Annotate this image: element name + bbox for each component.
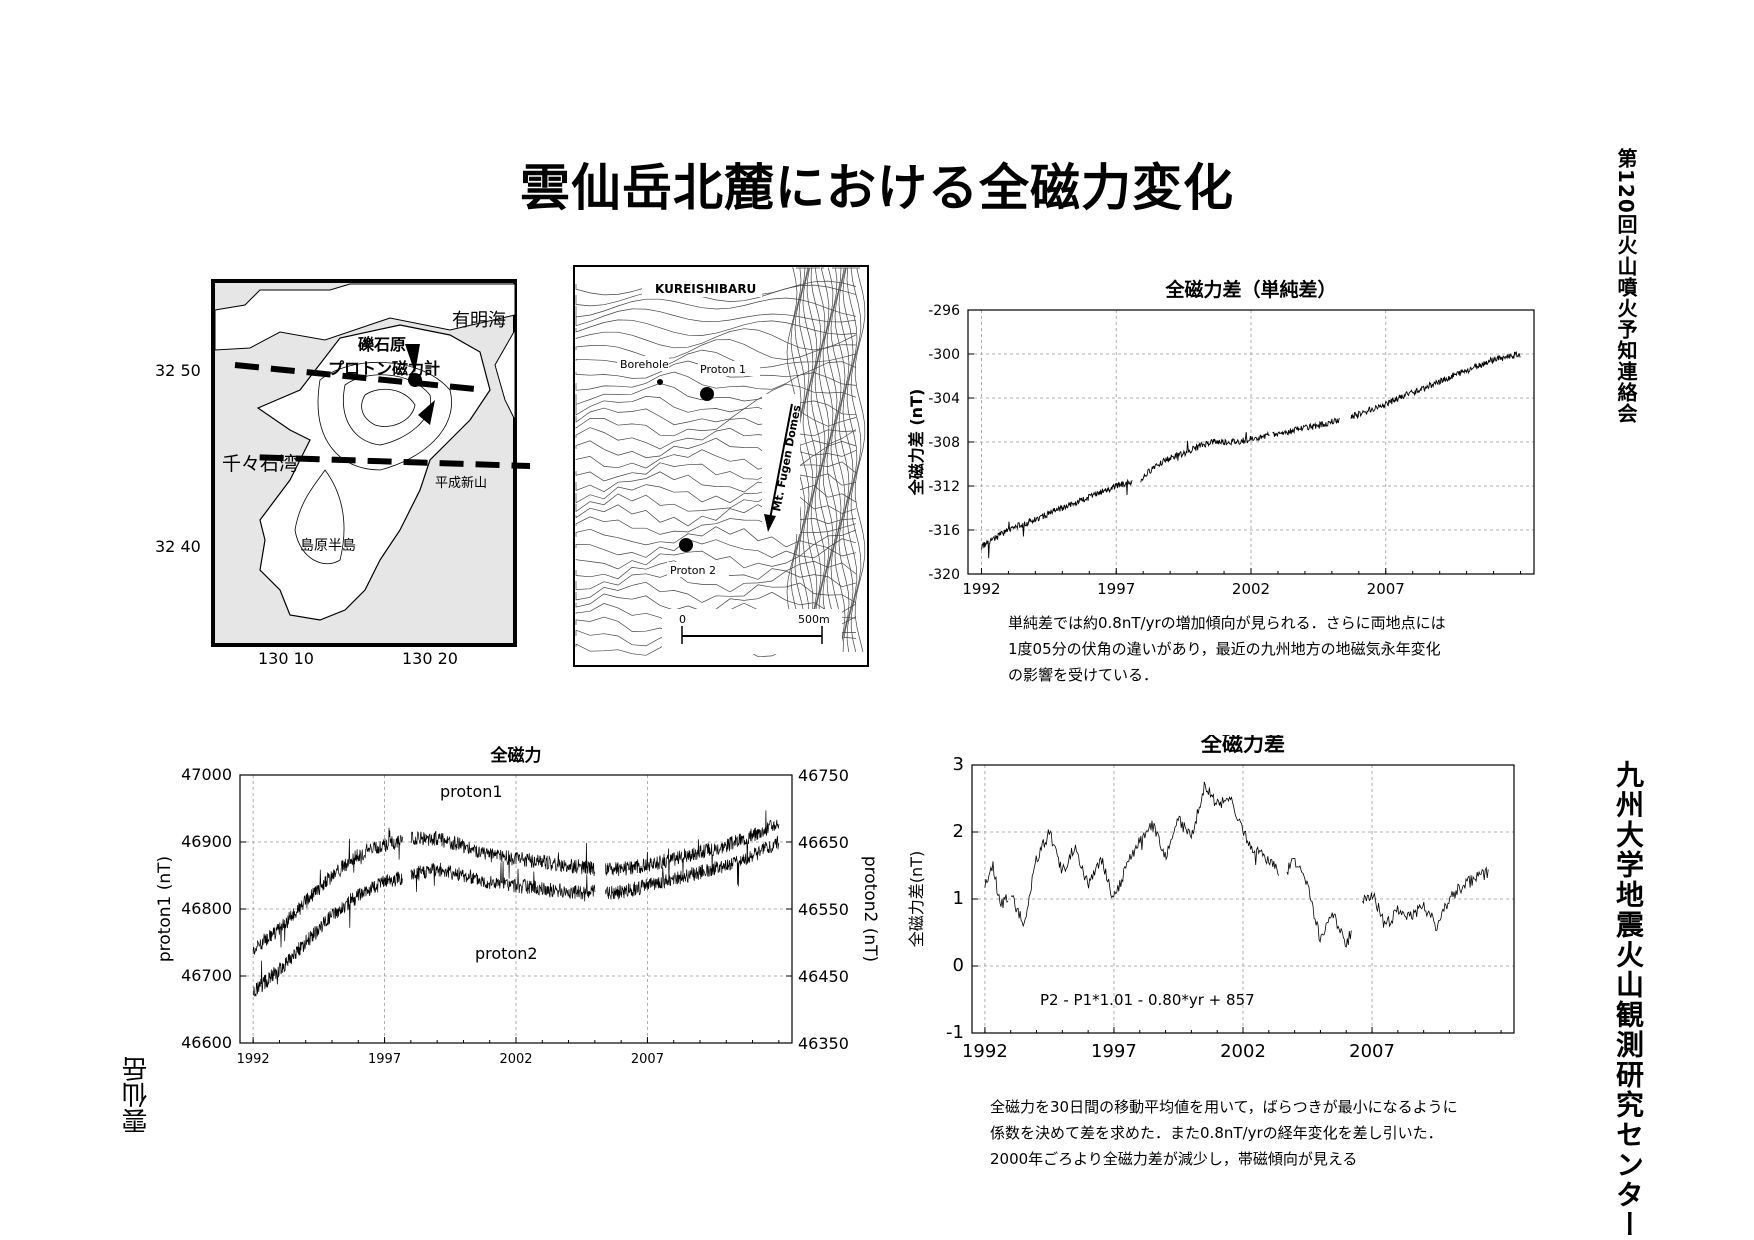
map-label-volcano: 平成新山: [435, 475, 487, 491]
x-tick-label: 2002: [1232, 580, 1270, 598]
y-tick-label: 47000: [181, 765, 232, 784]
y-tick-label: -296: [928, 303, 960, 319]
y-tick-label: -300: [928, 347, 960, 363]
series-line-data: [984, 781, 1489, 948]
map-label-borehole: Borehole: [620, 358, 669, 371]
lat-tick-label: 32 50: [155, 361, 201, 380]
x-tick-label: 1997: [1091, 1041, 1137, 1062]
annotation-formula: P2 - P1*1.01 - 0.80*yr + 857: [1040, 991, 1255, 1009]
map-label-proton2: Proton 2: [670, 564, 716, 577]
page-title: 雲仙岳北麓における全磁力変化: [520, 159, 1234, 217]
x-tick-label: 2002: [1220, 1041, 1266, 1062]
y-tick-label: -312: [928, 479, 960, 495]
y-tick-label: -316: [928, 523, 960, 539]
plot-frame: [967, 309, 1535, 575]
y-tick-label: 46700: [181, 966, 232, 985]
chart-title: 全磁力: [490, 745, 542, 766]
difference-chart: 全磁力差 1992 1997 2002 2007 -1 0 1 2 3 全磁力差(nT) P2 - P…: [907, 735, 1515, 1062]
y-tick-label: 46600: [181, 1033, 232, 1052]
chart-title: 全磁力差（単純差）: [1164, 278, 1336, 301]
map-label-proton1: Proton 1: [700, 363, 746, 376]
y-tick-label: 2: [953, 821, 964, 842]
lat-tick-label: 32 40: [155, 537, 201, 556]
y-tick-label: 1: [953, 888, 964, 909]
y-tick-label: 0: [953, 955, 964, 976]
chart-title: 全磁力差: [1200, 735, 1285, 756]
y-tick-label: -320: [928, 567, 960, 583]
difference-description: 全磁力を30日間の移動平均値を用いて，ばらつきが最小になるように 係数を決めて差…: [990, 1094, 1550, 1172]
y2-tick-label: 46450: [798, 967, 849, 986]
x-tick-label: 1992: [962, 580, 1000, 598]
annotation-proton2: proton2: [475, 944, 538, 963]
x-tick-label: 1997: [368, 1052, 401, 1067]
x-tick-label: 2007: [1367, 580, 1405, 598]
meeting-label: 第120回火山噴火予知連絡会: [1614, 148, 1638, 424]
map-label-chijiwa: 千々石湾: [222, 453, 298, 475]
plot-frame: [239, 774, 793, 1044]
y-tick-label: -1: [946, 1022, 964, 1043]
description-line: 単純差では約0.8nT/yrの増加傾向が見られる．さらに両地点には: [1008, 614, 1446, 632]
y-tick-label: -308: [928, 435, 960, 451]
map-label-peninsula: 島原半島: [300, 538, 356, 554]
x-tick-label: 2002: [499, 1052, 532, 1067]
y2-tick-label: 46350: [798, 1034, 849, 1053]
institution-label: 九州大学地震火山観測研究センター: [1612, 760, 1645, 1240]
scale-end-label: 500m: [798, 613, 830, 626]
description-line: 全磁力を30日間の移動平均値を用いて，ばらつきが最小になるように: [990, 1098, 1458, 1116]
x-tick-label: 1992: [962, 1041, 1008, 1062]
description-line: 係数を決めて差を求めた．また0.8nT/yrの経年変化を差し引いた．: [990, 1124, 1443, 1142]
y2-tick-label: 46650: [798, 833, 849, 852]
simple-difference-chart: 全磁力差（単純差） 1992 1997 2002 2007 -320 -316 -312 -30…: [907, 278, 1535, 598]
x-tick-label: 2007: [631, 1052, 664, 1067]
map-label-area: KUREISHIBARU: [655, 282, 756, 296]
description-line: 2000年ごろより全磁力差が減少し，帯磁傾向が見える: [990, 1150, 1358, 1168]
y-tick-label: 3: [953, 754, 964, 775]
plot-frame: [971, 764, 1515, 1034]
map-label-site: 礫石原: [358, 335, 406, 354]
description-line: の影響を受けている．: [1008, 666, 1159, 684]
series-line-proton2: [252, 835, 780, 997]
y-axis-label: 全磁力差 (nT): [907, 389, 926, 497]
y-tick-label: -304: [928, 391, 960, 407]
y-tick-label: 46900: [181, 832, 232, 851]
annotation-proton1: proton1: [440, 782, 503, 801]
x-tick-label: 1992: [237, 1052, 270, 1067]
y-axis-label: proton1 (nT): [155, 856, 175, 962]
map-label-magnetometer: プロトン磁力計: [328, 359, 440, 378]
lon-tick-label: 130 20: [402, 649, 458, 668]
simple-difference-description: 単純差では約0.8nT/yrの増加傾向が見られる．さらに両地点には 1度05分の…: [1008, 610, 1568, 688]
x-tick-label: 2007: [1349, 1041, 1395, 1062]
total-field-chart: 全磁力 1992 1997 2002 2007 46600 46700 46800 46900 4…: [155, 745, 880, 1067]
topographic-map: KUREISHIBARU Borehole Proton 1 Proton 2 …: [573, 265, 869, 667]
peninsula-map: 有明海 千々石湾 礫石原 プロトン磁力計 平成新山 島原半島 32 50 32 …: [155, 279, 530, 668]
y-axis-label: 全磁力差(nT): [907, 851, 926, 947]
y2-tick-label: 46550: [798, 900, 849, 919]
map-label-ariake: 有明海: [452, 310, 506, 331]
series-line-proton1: [252, 810, 780, 955]
y2-tick-label: 46750: [798, 766, 849, 785]
x-tick-label: 1997: [1097, 580, 1135, 598]
lon-tick-label: 130 10: [258, 649, 314, 668]
description-line: 1度05分の伏角の違いがあり，最近の九州地方の地磁気永年変化: [1008, 640, 1441, 658]
series-line-data: [981, 351, 1521, 559]
scale-start-label: 0: [679, 613, 686, 626]
y-tick-label: 46800: [181, 899, 232, 918]
y2-axis-label: proton2 (nT): [860, 856, 880, 962]
